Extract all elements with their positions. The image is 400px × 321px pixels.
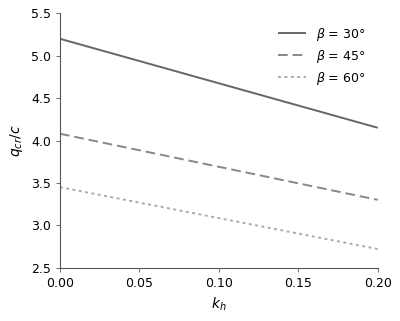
$\beta$ = 45° <box>58 132 62 136</box>
$\beta$ = 60° <box>346 241 350 245</box>
Y-axis label: $q_{cr}/c$: $q_{cr}/c$ <box>8 124 25 157</box>
$\beta$ = 30° <box>58 37 63 41</box>
$\beta$ = 45° <box>325 187 330 191</box>
$\beta$ = 45° <box>252 172 257 176</box>
$\beta$ = 45° <box>246 171 250 175</box>
$\beta$ = 60° <box>247 222 252 226</box>
Line: $\beta$ = 30°: $\beta$ = 30° <box>60 39 378 128</box>
$\beta$ = 60° <box>58 186 63 189</box>
$\beta$ = 30° <box>247 90 252 94</box>
$\beta$ = 60° <box>252 223 257 227</box>
X-axis label: $k_h$: $k_h$ <box>211 295 226 313</box>
$\beta$ = 30° <box>252 91 257 95</box>
$\beta$ = 45° <box>375 198 380 202</box>
$\beta$ = 30° <box>346 117 350 121</box>
$\beta$ = 60° <box>375 247 380 251</box>
Line: $\beta$ = 45°: $\beta$ = 45° <box>60 134 378 200</box>
Legend: $\beta$ = 30°, $\beta$ = 45°, $\beta$ = 60°: $\beta$ = 30°, $\beta$ = 45°, $\beta$ = … <box>272 20 372 93</box>
$\beta$ = 45° <box>346 192 350 195</box>
$\beta$ = 60° <box>58 185 62 189</box>
$\beta$ = 45° <box>58 132 63 136</box>
$\beta$ = 60° <box>325 237 330 241</box>
Line: $\beta$ = 60°: $\beta$ = 60° <box>60 187 378 249</box>
$\beta$ = 30° <box>58 37 62 41</box>
$\beta$ = 45° <box>247 171 252 175</box>
$\beta$ = 30° <box>325 112 330 116</box>
$\beta$ = 60° <box>246 222 250 226</box>
$\beta$ = 30° <box>246 90 250 93</box>
$\beta$ = 30° <box>375 126 380 130</box>
